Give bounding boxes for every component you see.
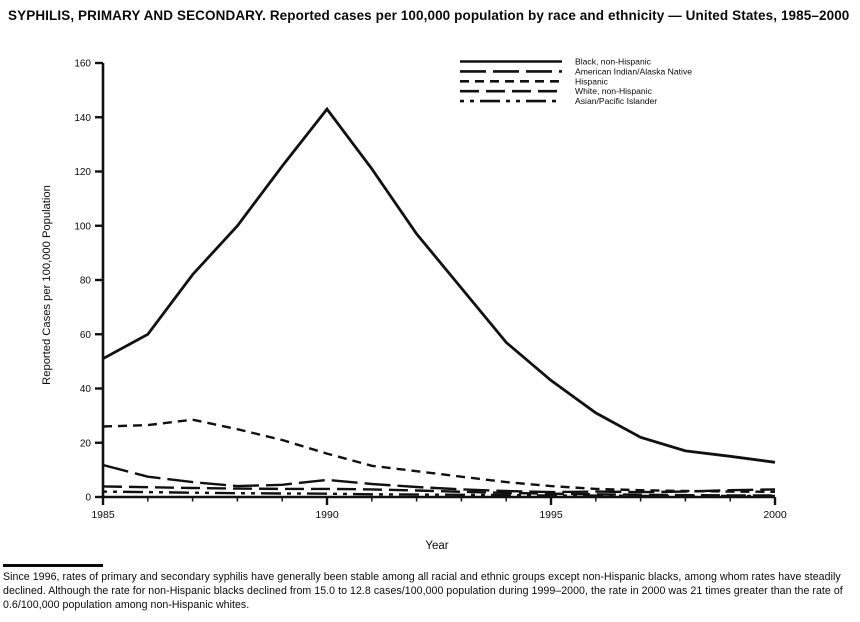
- y-axis-title: Reported Cases per 100,000 Population: [41, 185, 53, 385]
- y-tick-label: 80: [80, 276, 92, 287]
- x-tick-label: 1990: [315, 509, 339, 521]
- series-layer: [102, 106, 776, 498]
- series-line-american-indian-alaska-native: [102, 463, 776, 494]
- page-title: SYPHILIS, PRIMARY AND SECONDARY. Reporte…: [8, 8, 850, 23]
- legend-label: Black, non-Hispanic: [575, 57, 652, 67]
- legend-label: Asian/Pacific Islander: [575, 96, 657, 106]
- series-line-asian-pacific-islander: [102, 490, 775, 498]
- legend-label: Hispanic: [575, 76, 609, 86]
- footnote-text: Since 1996, rates of primary and seconda…: [3, 571, 843, 611]
- syphilis-rate-line-chart: Reported Cases per 100,000 Population Ye…: [41, 57, 787, 553]
- x-axis-title: Year: [425, 540, 448, 552]
- legend-label: American Indian/Alaska Native: [575, 66, 692, 76]
- legend-label: White, non-Hispanic: [575, 86, 653, 96]
- y-tick-label: 120: [74, 167, 91, 178]
- y-tick-label: 60: [80, 330, 92, 341]
- y-tick-label: 140: [74, 113, 91, 124]
- axes-layer: 0 20 40 60 80 100 120 140 160 1985 1990 1995 2000: [74, 59, 787, 522]
- legend-item-white-non-hispanic: White, non-Hispanic: [460, 86, 653, 96]
- legend-item-asian-pacific-islander: Asian/Pacific Islander: [460, 96, 657, 106]
- y-tick-label: 0: [85, 493, 91, 504]
- legend-item-black-non-hispanic: Black, non-Hispanic: [460, 57, 652, 67]
- legend-item-hispanic: Hispanic: [460, 76, 609, 86]
- x-tick-label: 1995: [539, 509, 563, 521]
- series-line-black-non-hispanic: [102, 106, 776, 464]
- series-line-white-non-hispanic: [102, 485, 775, 497]
- x-tick-label: 1985: [91, 509, 115, 521]
- y-tick-label: 40: [80, 384, 92, 395]
- footnote-rule: [3, 564, 103, 567]
- x-tick-label: 2000: [763, 509, 787, 521]
- y-tick-label: 20: [80, 438, 92, 449]
- y-tick-label: 100: [74, 221, 91, 232]
- y-tick-label: 160: [74, 59, 91, 70]
- axis-line: [101, 63, 775, 499]
- series-line-hispanic: [102, 418, 776, 493]
- footnote: Since 1996, rates of primary and seconda…: [3, 564, 856, 612]
- legend-item-american-indian-alaska-native: American Indian/Alaska Native: [460, 66, 692, 76]
- chart-area: Reported Cases per 100,000 Population Ye…: [0, 40, 860, 560]
